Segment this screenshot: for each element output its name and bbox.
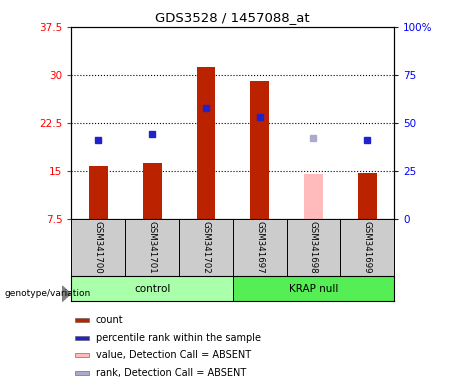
Text: count: count [96, 315, 124, 325]
Bar [196, 67, 215, 219]
Text: percentile rank within the sample: percentile rank within the sample [96, 333, 261, 343]
Bar [304, 174, 323, 219]
Bar [250, 81, 269, 219]
Bar [75, 336, 89, 340]
Bar [75, 318, 89, 322]
Bar [143, 162, 161, 219]
Title: GDS3528 / 1457088_at: GDS3528 / 1457088_at [155, 11, 310, 24]
Text: GSM341701: GSM341701 [148, 221, 157, 274]
Text: value, Detection Call = ABSENT: value, Detection Call = ABSENT [96, 350, 251, 360]
Bar [75, 371, 89, 375]
Bar [233, 276, 394, 301]
Text: KRAP null: KRAP null [289, 284, 338, 294]
Bar [71, 276, 233, 301]
Text: GSM341699: GSM341699 [363, 222, 372, 274]
Text: rank, Detection Call = ABSENT: rank, Detection Call = ABSENT [96, 368, 246, 378]
Bar [89, 166, 108, 219]
Text: GSM341698: GSM341698 [309, 221, 318, 274]
Text: genotype/variation: genotype/variation [5, 289, 91, 298]
Text: GSM341702: GSM341702 [201, 221, 210, 274]
Bar [75, 353, 89, 358]
Bar [358, 174, 377, 219]
Text: GSM341700: GSM341700 [94, 221, 103, 274]
Polygon shape [62, 286, 71, 301]
Text: control: control [134, 284, 170, 294]
Text: GSM341697: GSM341697 [255, 221, 264, 274]
